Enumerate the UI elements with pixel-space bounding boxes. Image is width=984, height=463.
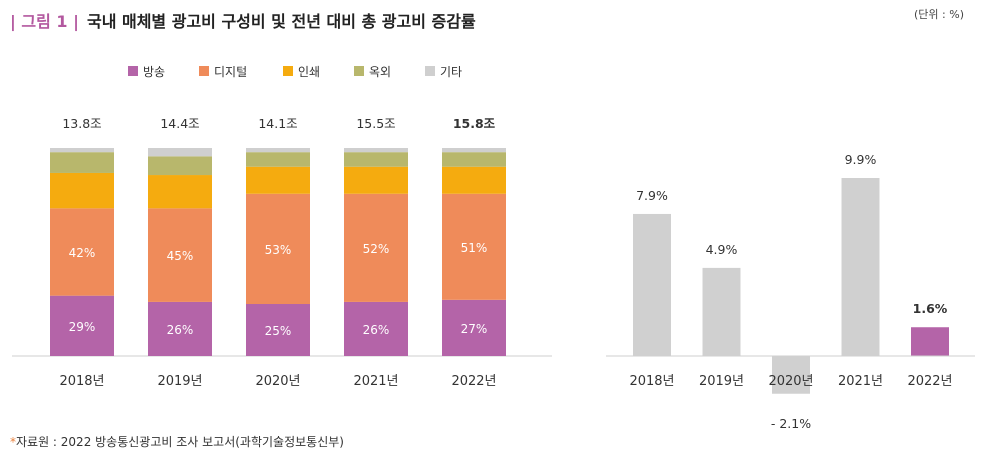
stack-segment-1-3	[246, 304, 310, 356]
legend-label-2: 디지털	[214, 65, 247, 79]
source-star: *	[10, 435, 16, 449]
segment-label-1-1: 29%	[69, 320, 96, 334]
growth-bar-4	[841, 178, 880, 356]
right-category-label-1: 2018년	[629, 374, 674, 389]
total-label-4: 15.5조	[356, 116, 395, 131]
source-note: *자료원 : 2022 방송통신광고비 조사 보고서(과학기술정보통신부)	[10, 433, 344, 450]
source-text: 자료원 : 2022 방송통신광고비 조사 보고서(과학기술정보통신부)	[16, 435, 344, 449]
total-label-3: 14.1조	[258, 116, 297, 131]
growth-bar-5	[911, 327, 949, 356]
legend-label-4: 옥외	[369, 65, 391, 79]
segment-label-1-2: 26%	[167, 323, 194, 337]
growth-label-1: 7.9%	[636, 188, 668, 203]
growth-label-4: 9.9%	[845, 152, 877, 167]
legend-swatch-4	[354, 66, 364, 76]
segment-label-1-4: 26%	[363, 323, 390, 337]
growth-bar-2	[702, 267, 741, 356]
growth-label-3: - 2.1%	[771, 416, 811, 431]
left-category-label-1: 2018년	[59, 374, 104, 389]
right-category-label-3: 2020년	[768, 374, 813, 389]
stack-segment-3-4	[344, 166, 408, 194]
left-category-label-3: 2020년	[255, 374, 300, 389]
stack-segment-4-1	[50, 152, 114, 173]
stack-segment-2-4	[344, 193, 408, 302]
segment-label-1-3: 25%	[265, 324, 292, 338]
figure-title-text: 국내 매체별 광고비 구성비 및 전년 대비 총 광고비 증감률	[86, 12, 476, 31]
stack-segment-5-3	[246, 148, 310, 153]
legend-swatch-5	[425, 66, 435, 76]
stack-segment-2-3	[246, 193, 310, 304]
segment-label-2-5: 51%	[461, 241, 488, 255]
figure-number: | 그림 1 |	[10, 12, 79, 31]
right-category-label-4: 2021년	[838, 374, 883, 389]
stack-segment-3-1	[50, 172, 114, 209]
stack-segment-3-5	[442, 166, 506, 194]
legend-swatch-3	[283, 66, 293, 76]
stack-segment-3-2	[148, 175, 212, 209]
stack-segment-2-1	[50, 208, 114, 296]
growth-label-5: 1.6%	[913, 301, 948, 316]
stack-segment-1-2	[148, 301, 212, 356]
total-label-1: 13.8조	[62, 116, 101, 131]
left-category-label-4: 2021년	[353, 374, 398, 389]
legend-label-5: 기타	[440, 65, 462, 79]
stack-segment-5-4	[344, 148, 408, 153]
left-category-label-5: 2022년	[451, 374, 496, 389]
left-category-label-2: 2019년	[157, 374, 202, 389]
legend-swatch-1	[128, 66, 138, 76]
legend-label-1: 방송	[143, 65, 165, 79]
figure-title: | 그림 1 | 국내 매체별 광고비 구성비 및 전년 대비 총 광고비 증감률	[10, 8, 476, 32]
stack-segment-5-2	[148, 148, 212, 157]
stack-segment-2-5	[442, 193, 506, 300]
stack-segment-4-3	[246, 152, 310, 167]
stack-segment-2-2	[148, 208, 212, 302]
right-category-label-5: 2022년	[907, 374, 952, 389]
segment-label-1-5: 27%	[461, 322, 488, 336]
segment-label-2-2: 45%	[167, 249, 194, 263]
segment-label-2-3: 53%	[265, 243, 292, 257]
right-category-label-2: 2019년	[699, 374, 744, 389]
unit-note: (단위 : %)	[914, 8, 964, 21]
total-label-5: 15.8조	[453, 116, 496, 131]
segment-label-2-4: 52%	[363, 242, 390, 256]
stack-segment-1-4	[344, 301, 408, 356]
segment-label-2-1: 42%	[69, 246, 96, 260]
total-label-2: 14.4조	[160, 116, 199, 131]
stack-segment-4-2	[148, 156, 212, 176]
growth-bar-1	[633, 213, 671, 356]
growth-label-2: 4.9%	[706, 242, 738, 257]
legend-label-3: 인쇄	[298, 65, 320, 79]
stack-segment-4-5	[442, 152, 506, 167]
stack-segment-4-4	[344, 152, 408, 167]
stack-segment-5-5	[442, 148, 506, 153]
stack-segment-5-1	[50, 148, 114, 153]
stack-segment-1-1	[50, 295, 114, 356]
growth-bar-3	[772, 356, 810, 394]
stack-segment-1-5	[442, 299, 506, 356]
stack-segment-3-3	[246, 166, 310, 194]
legend-swatch-2	[199, 66, 209, 76]
